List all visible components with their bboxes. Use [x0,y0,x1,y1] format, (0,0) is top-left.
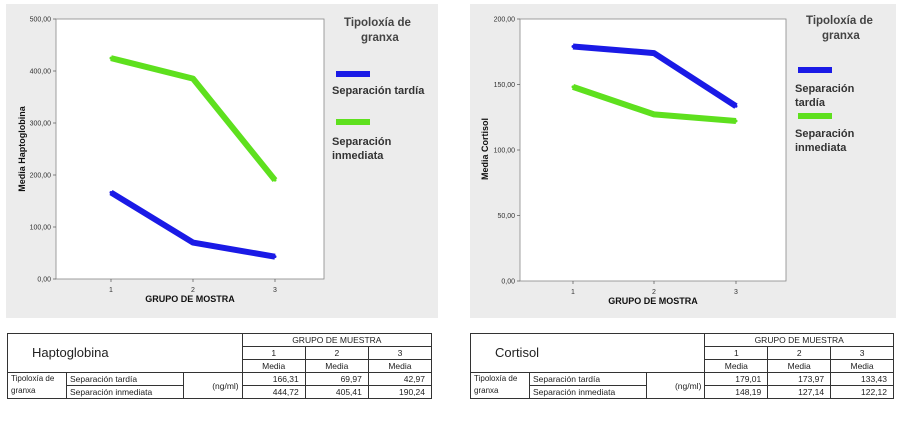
data-point [734,119,738,123]
cortisol-chart: 0,00 50,00 100,00 150,00 200,00 1 2 3 Media Co… [480,15,876,306]
group-3: 3 [367,346,433,360]
legend-title-line1: Tipoloxía de [806,15,873,27]
data-point [109,56,113,60]
haptoglobin-chart-panel: 0,00 100,00 200,00 300,00 400,00 500,00 1 2 3 M… [6,4,438,318]
table-cell: 133,43 [830,372,894,386]
group-header: GRUPO DE MUESTRA [241,333,433,347]
y-tick-label: 400,00 [30,69,52,76]
table-cell: 69,97 [304,372,369,386]
table-title: Cortisol [469,333,706,373]
group-3: 3 [830,346,894,360]
data-point [652,51,656,55]
unit-label: (ng/ml) [183,372,243,399]
x-tick-label: 3 [734,289,738,296]
table-cell: 190,24 [367,385,433,399]
cortisol-chart-panel: 0,00 50,00 100,00 150,00 200,00 1 2 3 Media Co… [470,4,896,318]
group-1: 1 [704,346,769,360]
x-axis-title: GRUPO DE MOSTRA [608,296,698,306]
y-tick-label: 100,00 [494,148,516,155]
data-point [571,85,575,89]
legend-title: Tipoloxía de granxa [806,15,876,42]
table-cell: 42,97 [367,372,433,386]
table-title: Haptoglobina [7,333,243,373]
legend-label-immediate-2: inmediata [332,150,384,162]
x-axis-title: GRUPO DE MOSTRA [145,294,235,304]
table-cell: 122,12 [830,385,894,399]
y-axis-title: Media Haptoglobina [17,105,27,191]
data-point [571,44,575,48]
table-cell: 127,14 [767,385,832,399]
plot-area [55,18,325,280]
legend-title-line1: Tipoloxía de [344,17,411,29]
legend-label-late: Separación tardía [332,85,425,97]
row-label: Separación inmediata [529,385,647,399]
group-1: 1 [241,346,306,360]
table-cell: 173,97 [767,372,832,386]
stat-label: Media [767,359,832,373]
row-header: Tipoloxía de granxa [470,372,530,399]
y-tick-label: 150,00 [494,82,516,89]
data-point [652,112,656,116]
stat-label: Media [704,359,769,373]
y-tick-label: 50,00 [497,213,515,220]
y-tick-label: 300,00 [30,121,52,128]
cortisol-table: Cortisol GRUPO DE MUESTRA 1 2 3 Media Me… [469,333,894,399]
stat-label: Media [367,359,433,373]
unit-label: (ng/ml) [645,372,706,399]
x-tick-label: 3 [273,287,277,294]
stat-label: Media [830,359,894,373]
data-point [273,255,277,259]
table-cell: 179,01 [704,372,769,386]
legend-label-immediate-1: Separación [795,128,855,140]
stat-label: Media [304,359,369,373]
haptoglobin-table: Haptoglobina GRUPO DE MUESTRA 1 2 3 Medi… [7,333,433,399]
x-tick-label: 1 [571,289,575,296]
data-point [273,178,277,182]
data-point [734,104,738,108]
group-2: 2 [304,346,369,360]
table-cell: 444,72 [241,385,306,399]
row-label: Separación inmediata [66,385,184,399]
table-cell: 148,19 [704,385,769,399]
group-2: 2 [767,346,832,360]
y-axis-title: Media Cortisol [480,118,490,180]
y-tick-label: 200,00 [30,173,52,180]
x-tick-label: 1 [109,287,113,294]
table-cell: 405,41 [304,385,369,399]
haptoglobin-chart: 0,00 100,00 200,00 300,00 400,00 500,00 1 2 3 M… [17,17,425,305]
stat-label: Media [241,359,306,373]
y-tick-label: 200,00 [494,17,516,24]
y-tick-label: 0,00 [501,279,515,286]
data-point [109,191,113,195]
x-tick-label: 2 [652,289,656,296]
y-tick-label: 100,00 [30,225,52,232]
row-label: Separación tardía [66,372,184,386]
row-label: Separación tardía [529,372,647,386]
group-header: GRUPO DE MUESTRA [704,333,894,347]
data-point [191,241,195,245]
data-point [191,77,195,81]
table-cell: 166,31 [241,372,306,386]
legend-title: Tipoloxía de granxa [344,17,414,44]
row-header: Tipoloxía de granxa [7,372,67,399]
x-tick-label: 2 [191,287,195,294]
legend-title-line2: granxa [361,32,399,44]
y-tick-label: 0,00 [37,277,51,284]
y-tick-label: 500,00 [30,17,52,24]
legend-title-line2: granxa [822,30,860,42]
legend-label-immediate-1: Separación [332,136,392,148]
legend-label-late-1: Separación [795,83,855,95]
legend-label-immediate-2: inmediata [795,142,847,154]
legend-label-late-2: tardía [795,97,826,109]
plot-area [519,18,787,282]
